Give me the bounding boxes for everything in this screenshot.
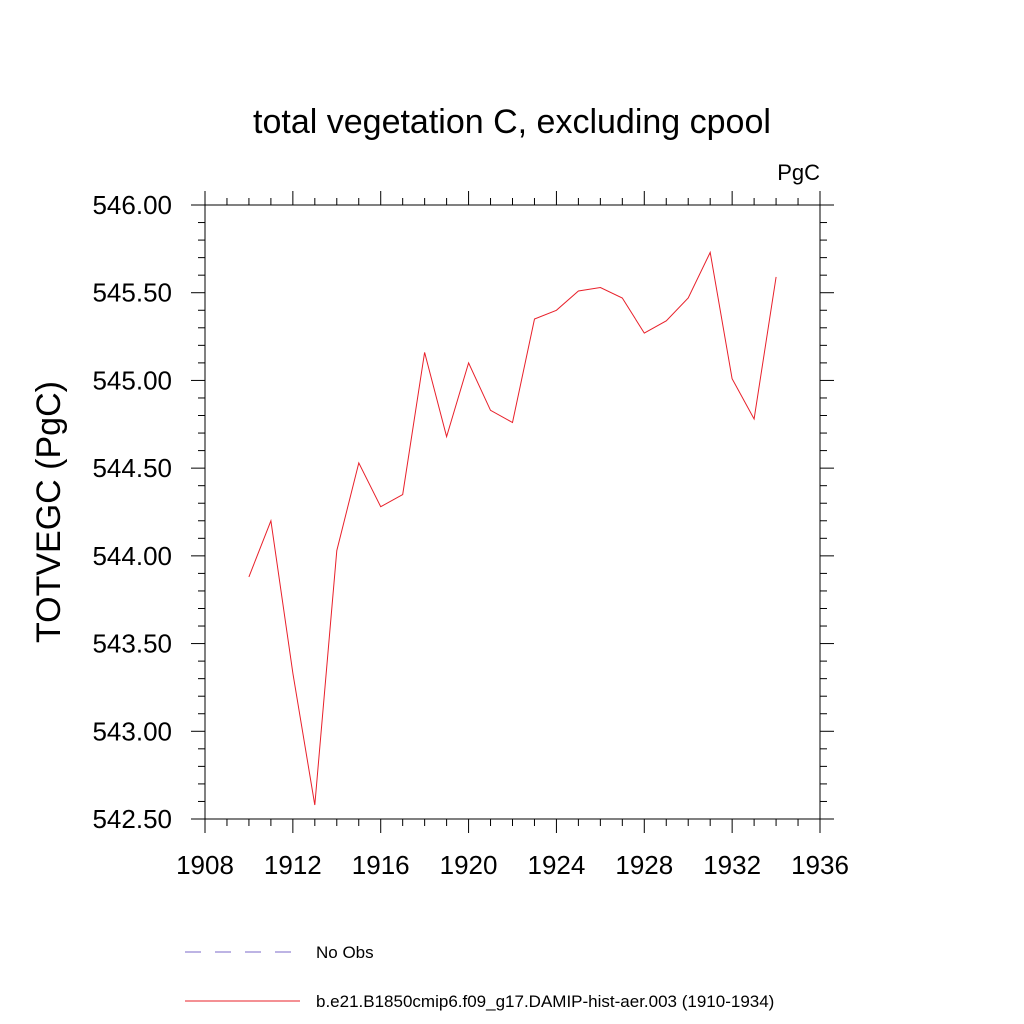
y-tick-label: 545.50 <box>92 278 172 308</box>
x-tick-label: 1920 <box>440 850 498 880</box>
x-tick-label: 1916 <box>352 850 410 880</box>
y-tick-label: 542.50 <box>92 804 172 834</box>
x-tick-label: 1912 <box>264 850 322 880</box>
y-tick-label: 544.50 <box>92 453 172 483</box>
x-tick-label: 1928 <box>615 850 673 880</box>
series-lines <box>248 250 777 806</box>
legend-label-0: No Obs <box>316 943 374 962</box>
y-tick-labels: 542.50 543.00 543.50 544.00 544.50 545.00 545.… <box>92 190 172 834</box>
y-tick-label: 544.00 <box>92 541 172 571</box>
x-tick-label: 1924 <box>528 850 586 880</box>
x-tick-label: 1908 <box>176 850 234 880</box>
y-tick-label: 543.00 <box>92 716 172 746</box>
plot-frame <box>204 204 821 820</box>
x-tick-labels: 1908 1912 1916 1920 1924 1928 1932 1936 <box>176 850 849 880</box>
x-tick-label: 1932 <box>703 850 761 880</box>
y-tick-label: 546.00 <box>92 190 172 220</box>
legend-label-1: b.e21.B1850cmip6.f09_g17.DAMIP-hist-aer.… <box>316 992 774 1011</box>
chart-title: total vegetation C, excluding cpool <box>253 103 771 141</box>
legend: No Obs b.e21.B1850cmip6.f09_g17.DAMIP-his… <box>185 943 774 1011</box>
series-line-1 <box>248 250 777 806</box>
y-tick-label: 545.00 <box>92 365 172 395</box>
y-tick-label: 543.50 <box>92 629 172 659</box>
y-axis-label: TOTVEGC (PgC) <box>30 381 68 643</box>
axis-ticks <box>191 191 834 833</box>
x-tick-label: 1936 <box>791 850 849 880</box>
units-label: PgC <box>777 160 820 185</box>
